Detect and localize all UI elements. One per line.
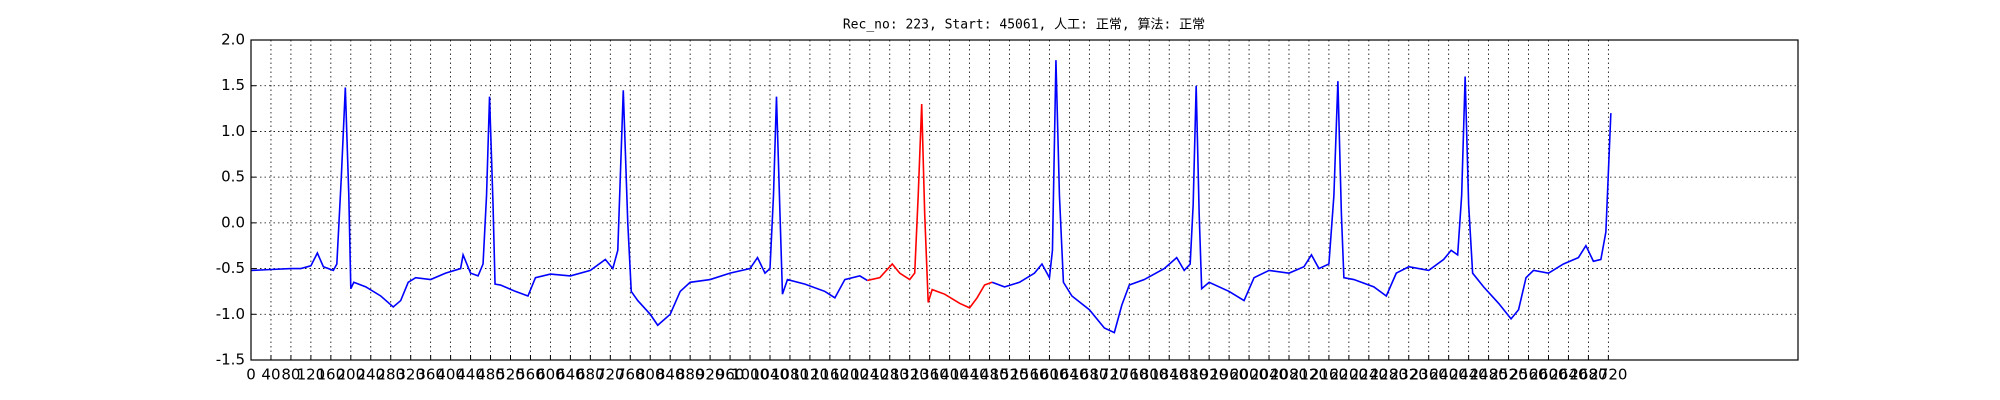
x-tick-label: 1240 [851, 366, 889, 384]
x-tick-label: 760 [616, 366, 645, 384]
x-tick-label: 1360 [911, 366, 949, 384]
x-tick-label: 1520 [990, 366, 1028, 384]
x-tick-label: 1560 [1010, 366, 1048, 384]
x-tick-label: 1080 [771, 366, 809, 384]
y-tick-label: 2.0 [221, 31, 245, 49]
x-tick-label: 400 [436, 366, 465, 384]
x-tick-label: 1680 [1070, 366, 1108, 384]
x-tick-label: 2080 [1270, 366, 1308, 384]
x-tick-label: 320 [396, 366, 425, 384]
ecg-line [867, 103, 993, 309]
x-tick-label: 2640 [1549, 366, 1587, 384]
x-tick-label: 160 [317, 366, 346, 384]
x-tick-label: 1440 [951, 366, 989, 384]
x-tick-label: 960 [716, 366, 745, 384]
x-tick-label: 2520 [1489, 366, 1527, 384]
x-tick-label: 1800 [1130, 366, 1168, 384]
x-tick-label: 2280 [1370, 366, 1408, 384]
x-tick-label: 520 [496, 366, 525, 384]
x-tick-label: 280 [376, 366, 405, 384]
x-tick-label: 840 [656, 366, 685, 384]
x-tick-label: 480 [476, 366, 505, 384]
x-tick-label: 2240 [1350, 366, 1388, 384]
x-tick-label: 600 [536, 366, 565, 384]
x-tick-label: 2720 [1589, 366, 1627, 384]
x-tick-label: 440 [456, 366, 485, 384]
x-tick-label: 1400 [931, 366, 969, 384]
x-tick-label: 2400 [1430, 366, 1468, 384]
x-tick-label: 1040 [751, 366, 789, 384]
x-tick-label: 2440 [1450, 366, 1488, 384]
x-tick-label: 2360 [1410, 366, 1448, 384]
x-tick-label: 200 [336, 366, 365, 384]
x-tick-label: 120 [297, 366, 326, 384]
y-tick-label: 1.5 [221, 76, 245, 94]
x-tick-label: 360 [416, 366, 445, 384]
x-tick-label: 1120 [791, 366, 829, 384]
x-tick-label: 0 [246, 366, 256, 384]
x-tick-label: 1720 [1090, 366, 1128, 384]
x-tick-label: 720 [596, 366, 625, 384]
x-tick-label: 1280 [871, 366, 909, 384]
x-tick-label: 1480 [970, 366, 1008, 384]
x-tick-label: 1880 [1170, 366, 1208, 384]
x-tick-label: 800 [636, 366, 665, 384]
x-tick-label: 640 [556, 366, 585, 384]
x-tick-label: 1640 [1050, 366, 1088, 384]
x-tick-label: 2320 [1390, 366, 1428, 384]
x-tick-label: 2480 [1470, 366, 1508, 384]
x-tick-label: 40 [261, 366, 280, 384]
x-tick-label: 880 [676, 366, 705, 384]
x-tick-label: 1600 [1030, 366, 1068, 384]
x-tick-label: 560 [516, 366, 545, 384]
x-tick-label: 1760 [1110, 366, 1148, 384]
x-tick-label: 2160 [1310, 366, 1348, 384]
x-tick-label: 2680 [1569, 366, 1607, 384]
x-tick-label: 1200 [831, 366, 869, 384]
y-tick-label: 0.0 [221, 213, 245, 231]
x-tick-label: 1960 [1210, 366, 1248, 384]
x-tick-label: 2000 [1230, 366, 1268, 384]
x-tick-label: 1160 [811, 366, 849, 384]
x-tick-label: 2120 [1290, 366, 1328, 384]
y-tick-label: 0.5 [221, 168, 245, 186]
y-tick-label: -1.0 [216, 305, 245, 323]
x-tick-label: 1000 [731, 366, 769, 384]
x-tick-label: 80 [281, 366, 300, 384]
plot-frame [250, 39, 1799, 361]
x-tick-label: 240 [356, 366, 385, 384]
x-tick-label: 2200 [1330, 366, 1368, 384]
ecg-line [250, 60, 1612, 334]
x-tick-label: 2040 [1250, 366, 1288, 384]
x-tick-label: 1320 [891, 366, 929, 384]
x-tick-label: 680 [576, 366, 605, 384]
y-tick-label: -1.5 [216, 351, 245, 369]
y-tick-label: -0.5 [216, 259, 245, 277]
chart-title: Rec_no: 223, Start: 45061, 人工: 正常, 算法: 正… [843, 18, 1205, 33]
y-tick-label: 1.0 [221, 122, 245, 140]
x-tick-label: 920 [696, 366, 725, 384]
x-tick-label: 1920 [1190, 366, 1228, 384]
x-tick-label: 1840 [1150, 366, 1188, 384]
x-tick-label: 2600 [1529, 366, 1567, 384]
x-tick-label: 2560 [1509, 366, 1547, 384]
